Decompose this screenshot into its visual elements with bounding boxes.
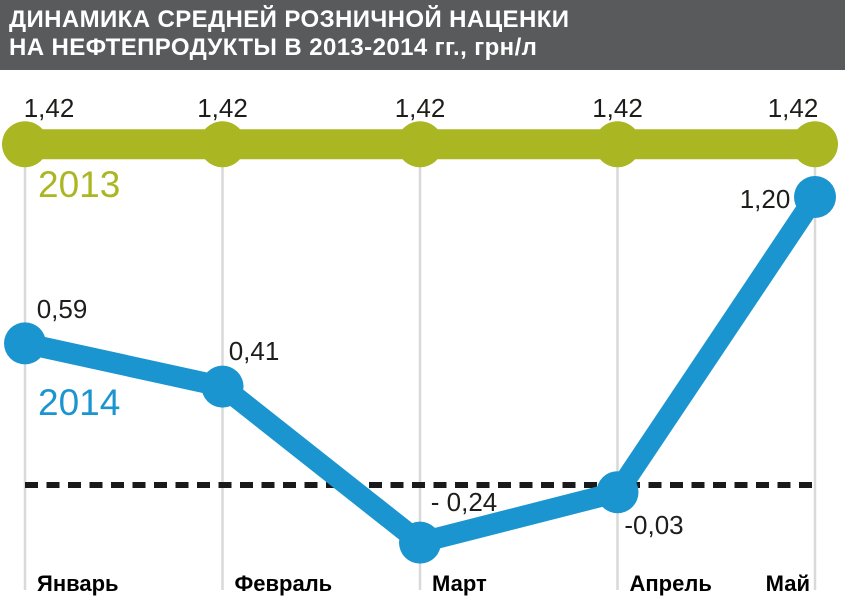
series-2014-value-0: 0,59 [37,294,88,324]
series-2014-point-2 [399,521,441,564]
series-2013-value-0: 1,42 [24,93,75,123]
series-2014-value-1: 0,41 [229,336,280,366]
x-axis-label-0: Январь [37,571,119,596]
x-axis-label-2: Март [432,571,487,596]
series-2014-point-3 [596,471,639,514]
series-2013-point-4 [792,121,838,168]
series-2013-value-2: 1,42 [395,93,446,123]
series-2013-point-1 [199,121,246,168]
chart-title-bar: ДИНАМИКА СРЕДНЕЙ РОЗНИЧНОЙ НАЦЕНКИ НА НЕ… [0,0,845,70]
series-2014-value-4: 1,20 [740,184,791,214]
series-2014-value-2: - 0,24 [431,487,498,517]
series-2013-point-3 [594,121,641,168]
series-2013-point-0 [2,121,48,168]
series-2013-point-2 [397,121,443,168]
chart-title-line2: НА НЕФТЕПРОДУКТЫ В 2013-2014 гг., грн/л [9,34,538,61]
x-axis-label-4: Май [766,571,810,596]
series-2013-value-3: 1,42 [592,93,643,123]
series-2013-value-1: 1,42 [197,93,248,123]
series-2014-value-3: -0,03 [624,510,683,540]
x-axis-label-1: Февраль [235,571,333,596]
series-2014-point-4 [794,176,836,218]
series-2013-value-4: 1,42 [768,93,819,123]
series-label-2014: 2014 [38,382,120,423]
x-axis-label-3: Апрель [630,571,712,596]
series-2014-point-0 [4,322,46,365]
series-label-2013: 2013 [38,164,120,205]
chart-title-line1: ДИНАМИКА СРЕДНЕЙ РОЗНИЧНОЙ НАЦЕНКИ [9,6,570,33]
line-chart: 1,42 1,42 1,42 1,42 1,42 0,59 0,41 - 0,24 -0,03 1… [2,93,838,596]
series-2014-point-1 [201,365,244,408]
